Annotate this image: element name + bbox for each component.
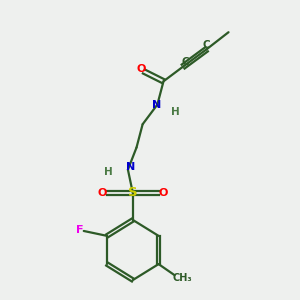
Text: C: C	[202, 40, 210, 50]
Text: S: S	[128, 186, 138, 200]
Text: O: O	[136, 64, 146, 74]
Text: O: O	[98, 188, 107, 198]
Text: F: F	[76, 225, 83, 235]
Text: N: N	[126, 162, 135, 172]
Text: H: H	[171, 107, 180, 117]
Text: N: N	[152, 100, 161, 110]
Text: CH₃: CH₃	[172, 273, 192, 283]
Text: C: C	[181, 57, 189, 67]
Text: H: H	[104, 167, 113, 177]
Text: O: O	[158, 188, 168, 198]
